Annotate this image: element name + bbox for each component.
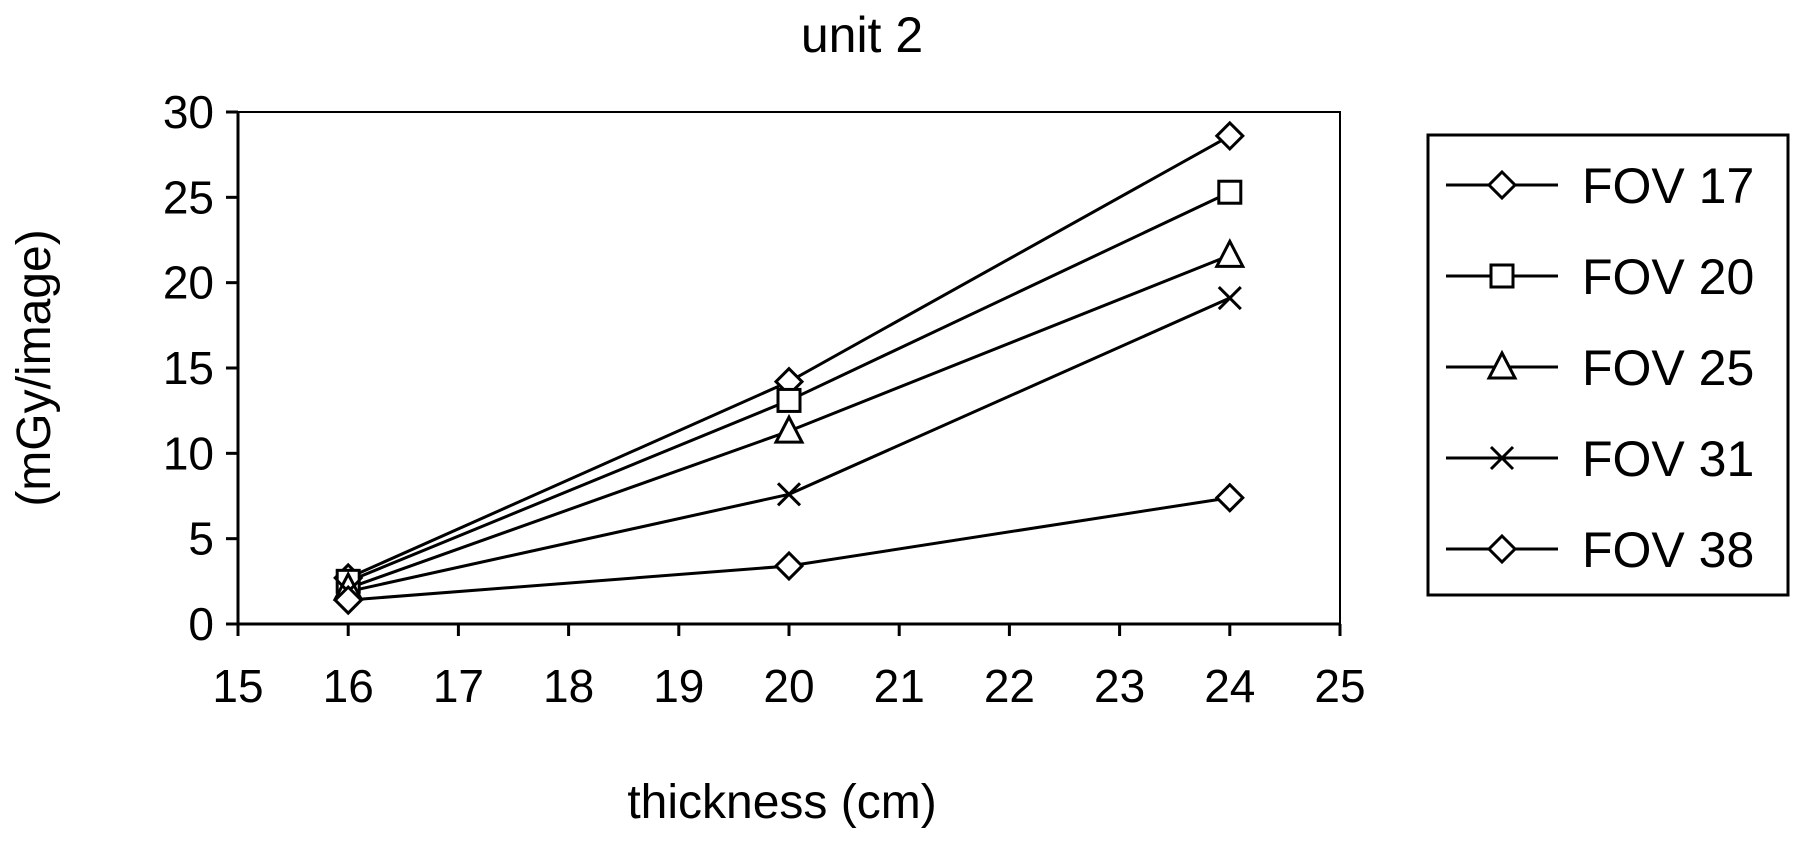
x-tick-label: 15: [212, 660, 263, 712]
marker-stroke: [1489, 445, 1515, 471]
legend-entry: FOV 17: [1446, 158, 1754, 214]
legend-entry: FOV 25: [1446, 340, 1754, 396]
y-tick-label: 25: [163, 171, 214, 223]
legend-marker: [1489, 445, 1515, 471]
chart-title: unit 2: [801, 7, 923, 63]
series-line-4: [348, 496, 1231, 602]
x-axis-title: thickness (cm): [627, 776, 936, 829]
data-point: [776, 482, 802, 507]
y-tick-label: 20: [163, 257, 214, 309]
x-tick-label: 21: [874, 660, 925, 712]
legend-marker: [1486, 533, 1518, 565]
data-point: [1214, 238, 1246, 268]
x-tick-label: 20: [763, 660, 814, 712]
legend-entry: FOV 20: [1446, 249, 1754, 305]
legend-entry: FOV 31: [1446, 431, 1754, 487]
legend-label: FOV 31: [1582, 431, 1754, 487]
legend-entry: FOV 38: [1446, 522, 1754, 578]
legend-marker: [1486, 349, 1518, 380]
data-point: [1217, 179, 1243, 205]
marker-stroke: [776, 482, 802, 507]
marker-stroke: [1217, 285, 1242, 311]
plot-area: 0 5 10 15 20 25 30 15 16 17 18 19 20 21 22 23 24 25: [163, 86, 1366, 712]
data-point: [776, 387, 802, 413]
x-tick-label: 24: [1204, 660, 1255, 712]
legend-label: FOV 17: [1582, 158, 1754, 214]
y-tick-label: 30: [163, 86, 214, 138]
legend-marker: [1486, 169, 1518, 201]
x-tick-label: 23: [1094, 660, 1145, 712]
data-point: [773, 413, 805, 444]
x-tick-label: 16: [323, 660, 374, 712]
legend-box: [1426, 133, 1790, 597]
legend: FOV 17 FOV 20 FOV 25 FOV 31 FOV 38: [1426, 133, 1790, 597]
legend-label: FOV 38: [1582, 522, 1754, 578]
y-axis-title: (mGy/image): [8, 229, 61, 506]
x-tick-label: 19: [653, 660, 704, 712]
x-tick-label: 18: [543, 660, 594, 712]
legend-label: FOV 20: [1582, 249, 1754, 305]
x-tick-label: 17: [433, 660, 484, 712]
y-tick-label: 0: [188, 598, 214, 650]
data-point: [1214, 120, 1245, 152]
series-line-3: [347, 296, 1231, 594]
data-point: [1217, 285, 1242, 311]
data-point: [333, 584, 364, 616]
legend-label: FOV 25: [1582, 340, 1754, 396]
y-tick-label: 15: [163, 342, 214, 394]
data-point: [1214, 482, 1245, 513]
y-tick-label: 10: [163, 427, 214, 479]
data-point: [773, 550, 805, 582]
x-tick-label: 22: [984, 660, 1035, 712]
legend-marker: [1489, 263, 1515, 289]
x-tick-label: 25: [1314, 660, 1365, 712]
y-tick-label: 5: [188, 513, 214, 565]
